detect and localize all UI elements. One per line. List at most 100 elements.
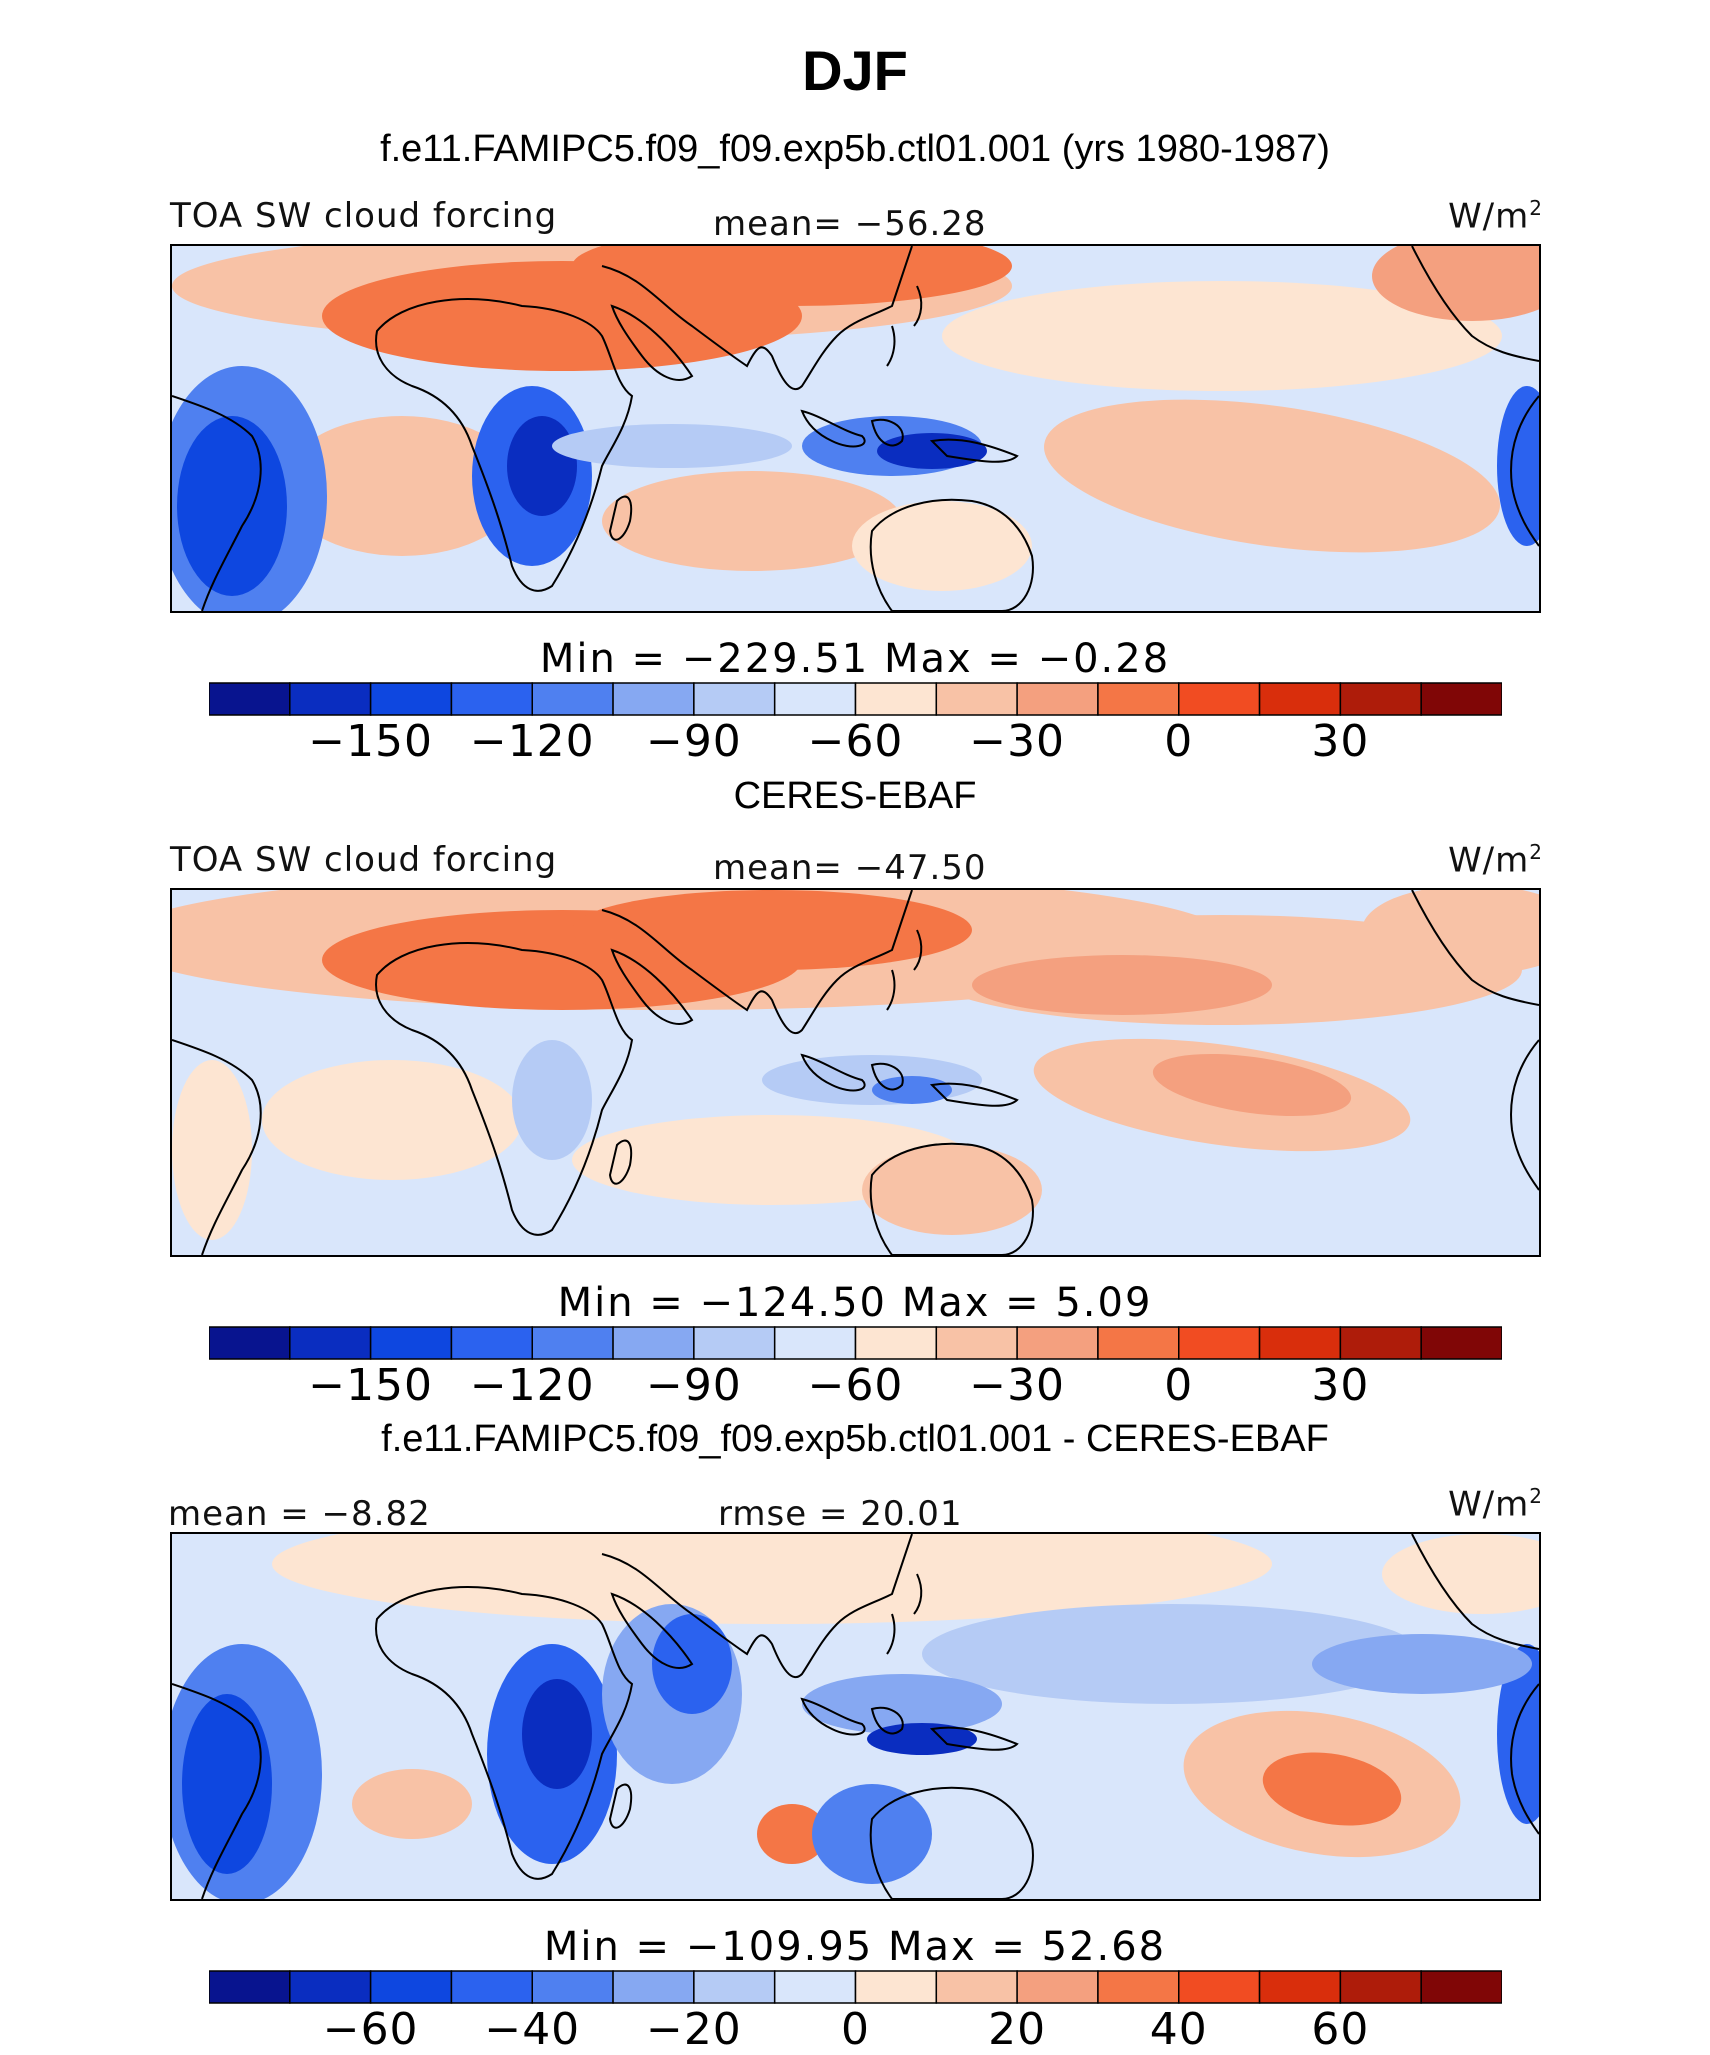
panel3-colorbar-box <box>531 1970 614 2004</box>
coastline <box>172 1039 262 1255</box>
panel2-tick-label: 30 <box>1311 1360 1370 1411</box>
panel3-colorbar-box <box>612 1970 695 2004</box>
field-region <box>572 890 972 970</box>
panel2-map <box>170 888 1541 1257</box>
coastline <box>913 285 923 327</box>
field-region <box>812 1784 932 1884</box>
panel1-colorbar-box <box>369 682 453 716</box>
panel2-colorbar-box <box>773 1326 857 1360</box>
panel3-tick-label: −40 <box>484 2004 581 2055</box>
panel1-colorbar-box <box>935 682 1018 716</box>
panel2-colorbar-box <box>369 1326 453 1360</box>
coastline <box>1510 1039 1539 1191</box>
panel3-colorbar-box <box>289 1970 372 2004</box>
field-region <box>922 1604 1422 1704</box>
panel3-colorbar <box>209 1970 1502 2004</box>
panel3-colorbar-box <box>773 1970 857 2004</box>
coastline <box>913 1573 923 1615</box>
field-region <box>762 1055 982 1105</box>
panel3-colorbar-ticks: −60 −40 −20 0 20 40 60 <box>0 2004 1710 2055</box>
panel1-colorbar-box <box>450 682 533 716</box>
field-region <box>512 1040 592 1160</box>
coastline <box>800 1697 866 1736</box>
panel2-colorbar-ticks: −150 −120 −90 −60 −30 0 30 <box>0 1360 1710 1411</box>
panel3-colorbar-box <box>450 1970 533 2004</box>
coastline <box>601 890 913 1035</box>
coastline <box>608 1783 633 1829</box>
panel3-colorbar-box <box>1016 1970 1099 2004</box>
field-region <box>972 955 1272 1015</box>
panel1-colorbar-box <box>854 682 938 716</box>
panel2-colorbar-box <box>1339 1326 1422 1360</box>
panel1-units: W/m2 <box>1448 196 1543 237</box>
field-region <box>352 1769 472 1839</box>
panel3-map <box>170 1532 1541 1901</box>
panel2-mean-label: mean= −47.50 <box>713 848 987 888</box>
panel3-colorbar-box <box>369 1970 453 2004</box>
coastline <box>610 948 694 1025</box>
panel2-tick-label: −60 <box>807 1360 904 1411</box>
panel3-map-svg <box>172 1534 1539 1899</box>
panel2-title: CERES-EBAF <box>733 775 977 817</box>
panel3-colorbar-box <box>935 1970 1018 2004</box>
panel2-tick-label: −120 <box>469 1360 595 1411</box>
field-region <box>1312 1634 1532 1694</box>
field-region <box>1152 1053 1352 1117</box>
panel1-tick-label: 30 <box>1311 716 1370 767</box>
panel1-map <box>170 244 1541 613</box>
coastline <box>869 1786 1034 1899</box>
coastline <box>601 246 913 391</box>
panel2-colorbar-box <box>209 1326 291 1360</box>
panel1-tick-label: −150 <box>308 716 434 767</box>
coastline <box>172 395 262 611</box>
field-region <box>177 416 287 596</box>
field-region <box>1362 890 1539 975</box>
field-region <box>1382 1534 1539 1614</box>
panel3-colorbar-box <box>1339 1970 1422 2004</box>
field-region <box>852 501 1032 591</box>
field-region <box>262 1060 522 1180</box>
field-region <box>867 1723 977 1755</box>
panel3-tick-label: 20 <box>988 2004 1047 2055</box>
panel1-colorbar-box <box>531 682 614 716</box>
panel2-colorbar-box <box>1420 1326 1502 1360</box>
coastline <box>886 1613 896 1655</box>
coastline <box>610 304 694 381</box>
panel1-map-svg <box>172 246 1539 611</box>
coastline <box>886 325 896 367</box>
coastline <box>870 418 904 447</box>
panel3-colorbar-box <box>209 1970 291 2004</box>
panel3-tick-label: 40 <box>1149 2004 1208 2055</box>
panel2-colorbar-box <box>612 1326 695 1360</box>
panel1-colorbar-box <box>1420 682 1502 716</box>
panel1-colorbar <box>209 682 1502 716</box>
coastline <box>172 1683 262 1899</box>
field-region <box>1262 1752 1402 1826</box>
field-region <box>272 1534 1272 1624</box>
panel2-tick-label: −90 <box>645 1360 742 1411</box>
panel2-stats: Min = −124.50 Max = 5.09 <box>557 1280 1153 1326</box>
coastline <box>800 1053 866 1092</box>
coastline <box>608 495 633 541</box>
field-region <box>282 416 522 556</box>
case-title: f.e11.FAMIPC5.f09_f09.exp5b.ctl01.001 (y… <box>380 128 1330 170</box>
panel3-tick-label: −60 <box>322 2004 419 2055</box>
panel3-colorbar-box <box>1258 1970 1342 2004</box>
field-region <box>802 1674 1002 1734</box>
panel2-colorbar <box>209 1326 1502 1360</box>
panel1-tick-label: −30 <box>969 716 1066 767</box>
panel3-stats: Min = −109.95 Max = 52.68 <box>543 1924 1167 1970</box>
panel2-colorbar-box <box>1258 1326 1342 1360</box>
panel1-mean-label: mean= −56.28 <box>713 204 987 244</box>
plot-title: DJF <box>802 39 908 102</box>
panel2-colorbar-box <box>450 1326 533 1360</box>
coastline <box>929 438 1019 463</box>
field-region <box>572 246 1012 306</box>
panel2-tick-label: −150 <box>308 1360 434 1411</box>
field-region <box>1044 399 1500 553</box>
panel1-colorbar-box <box>1178 682 1261 716</box>
panel3-rmse-label: rmse = 20.01 <box>718 1494 963 1534</box>
panel1-colorbar-box <box>1016 682 1099 716</box>
panel1-colorbar-box <box>1097 682 1180 716</box>
field-region <box>1497 386 1539 546</box>
